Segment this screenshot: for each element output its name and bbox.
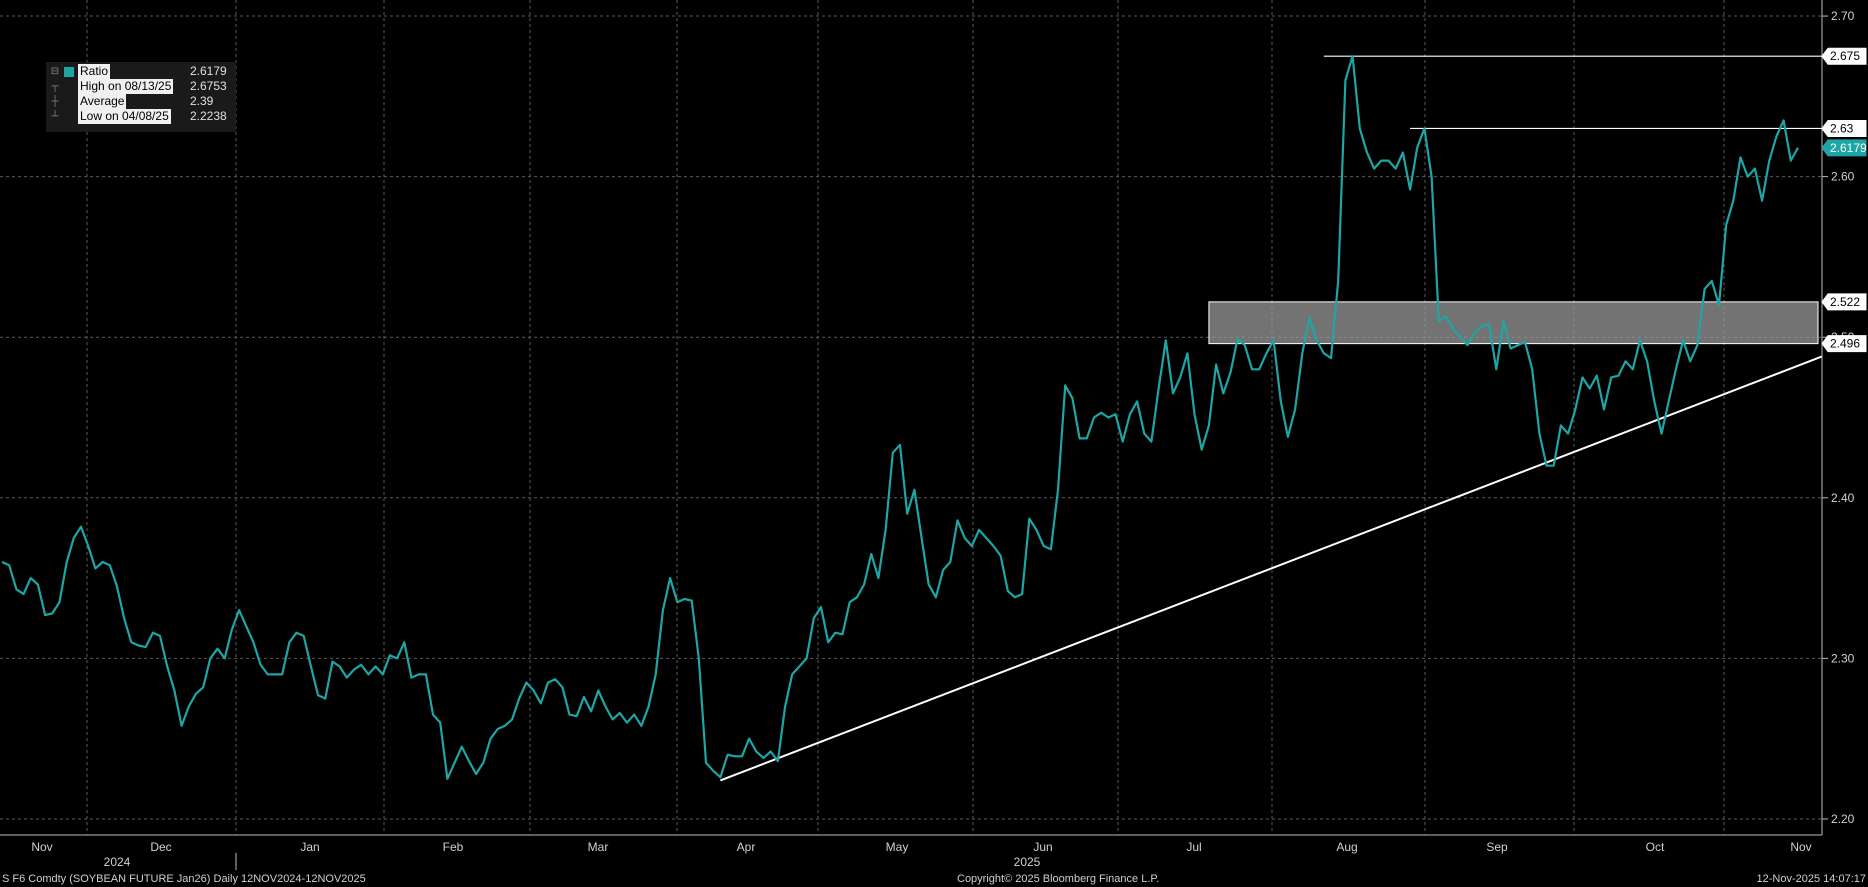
- x-month-label: Oct: [1646, 840, 1665, 854]
- tag-band-high-shape: [1821, 293, 1867, 311]
- x-month-label: Sep: [1486, 840, 1508, 854]
- x-month-label: Nov: [31, 840, 52, 854]
- series-swatch: [64, 67, 74, 77]
- x-month-label: Feb: [443, 840, 464, 854]
- y-tick-label: 2.60: [1831, 170, 1855, 184]
- price-band: [1208, 301, 1819, 345]
- tag-high-label: 2.675: [1830, 49, 1860, 63]
- x-month-label: Mar: [588, 840, 609, 854]
- average-marker-icon: ┼: [51, 96, 59, 107]
- series-line-ratio: [1, 55, 1799, 780]
- x-year-label: 2025: [1014, 855, 1041, 869]
- value-tags: 2.675 2.63 2.522 2.496 2.6179: [1821, 47, 1867, 353]
- band-rect: [1208, 301, 1819, 345]
- tag-high-shape: [1821, 47, 1867, 65]
- tag-band-high-label: 2.522: [1830, 295, 1860, 309]
- x-year-label: 2024: [104, 855, 131, 869]
- x-month-label: Jan: [300, 840, 319, 854]
- x-axis: Nov Dec Jan Feb Mar Apr May Jun Jul Aug Sep Oct Nov 2…: [0, 834, 1822, 870]
- tag-resistance-shape: [1821, 119, 1867, 137]
- tag-band-high: 2.522: [1821, 293, 1867, 311]
- legend-row-average: ┼ Average 2.39: [46, 94, 236, 109]
- footer-copyright: Copyright© 2025 Bloomberg Finance L.P.: [957, 873, 1160, 885]
- collapse-icon[interactable]: ⊟: [50, 66, 60, 77]
- legend-row-low: ┴ Low on 04/08/25 2.2238: [46, 109, 236, 124]
- x-month-label: Jul: [1186, 840, 1201, 854]
- legend-value-average: 2.39: [190, 94, 214, 108]
- tag-last-value: 2.6179: [1821, 139, 1867, 157]
- tag-resistance-label: 2.63: [1830, 121, 1854, 135]
- x-month-label: Jun: [1033, 840, 1052, 854]
- tag-band-low: 2.496: [1821, 335, 1867, 353]
- tag-band-low-label: 2.496: [1830, 337, 1860, 351]
- footer-security: S F6 Comdty (SOYBEAN FUTURE Jan26) Daily…: [2, 873, 366, 885]
- tag-band-low-shape: [1821, 335, 1867, 353]
- x-month-label: Nov: [1790, 840, 1811, 854]
- legend-label-high: High on 08/13/25: [78, 79, 174, 94]
- trendline: [720, 355, 1823, 782]
- legend-label-average: Average: [78, 94, 127, 109]
- legend-label-low: Low on 04/08/25: [78, 109, 171, 124]
- footer-timestamp: 12-Nov-2025 14:07:17: [1756, 873, 1866, 885]
- x-month-label: Apr: [737, 840, 756, 854]
- tag-resistance: 2.63: [1821, 119, 1867, 137]
- low-marker-icon: ┴: [51, 111, 59, 122]
- tag-last-value-shape: [1821, 139, 1867, 157]
- reference-lines: [1323, 55, 1822, 130]
- legend-row-high: ┬ High on 08/13/25 2.6753: [46, 79, 236, 94]
- x-month-label: May: [886, 840, 909, 854]
- x-month-label: Aug: [1336, 840, 1357, 854]
- y-tick-label: 2.70: [1831, 9, 1855, 23]
- trendline-group: [720, 355, 1823, 782]
- legend-label-ratio: Ratio: [78, 64, 111, 79]
- x-month-label: Dec: [150, 840, 171, 854]
- legend-row-ratio: ⊟ Ratio 2.6179: [46, 64, 236, 79]
- series-group: [1, 55, 1799, 780]
- y-tick-label: 2.30: [1831, 651, 1855, 665]
- legend: ⊟ Ratio 2.6179 ┬ High on 08/13/25 2.6753…: [46, 62, 236, 132]
- legend-value-high: 2.6753: [190, 79, 227, 93]
- high-marker-icon: ┬: [51, 81, 59, 92]
- legend-value-ratio: 2.6179: [190, 64, 227, 78]
- tag-high: 2.675: [1821, 47, 1867, 65]
- y-tick-label: 2.20: [1831, 812, 1855, 826]
- legend-value-low: 2.2238: [190, 109, 227, 123]
- y-tick-label: 2.40: [1831, 491, 1855, 505]
- tag-last-value-label: 2.6179: [1830, 141, 1867, 155]
